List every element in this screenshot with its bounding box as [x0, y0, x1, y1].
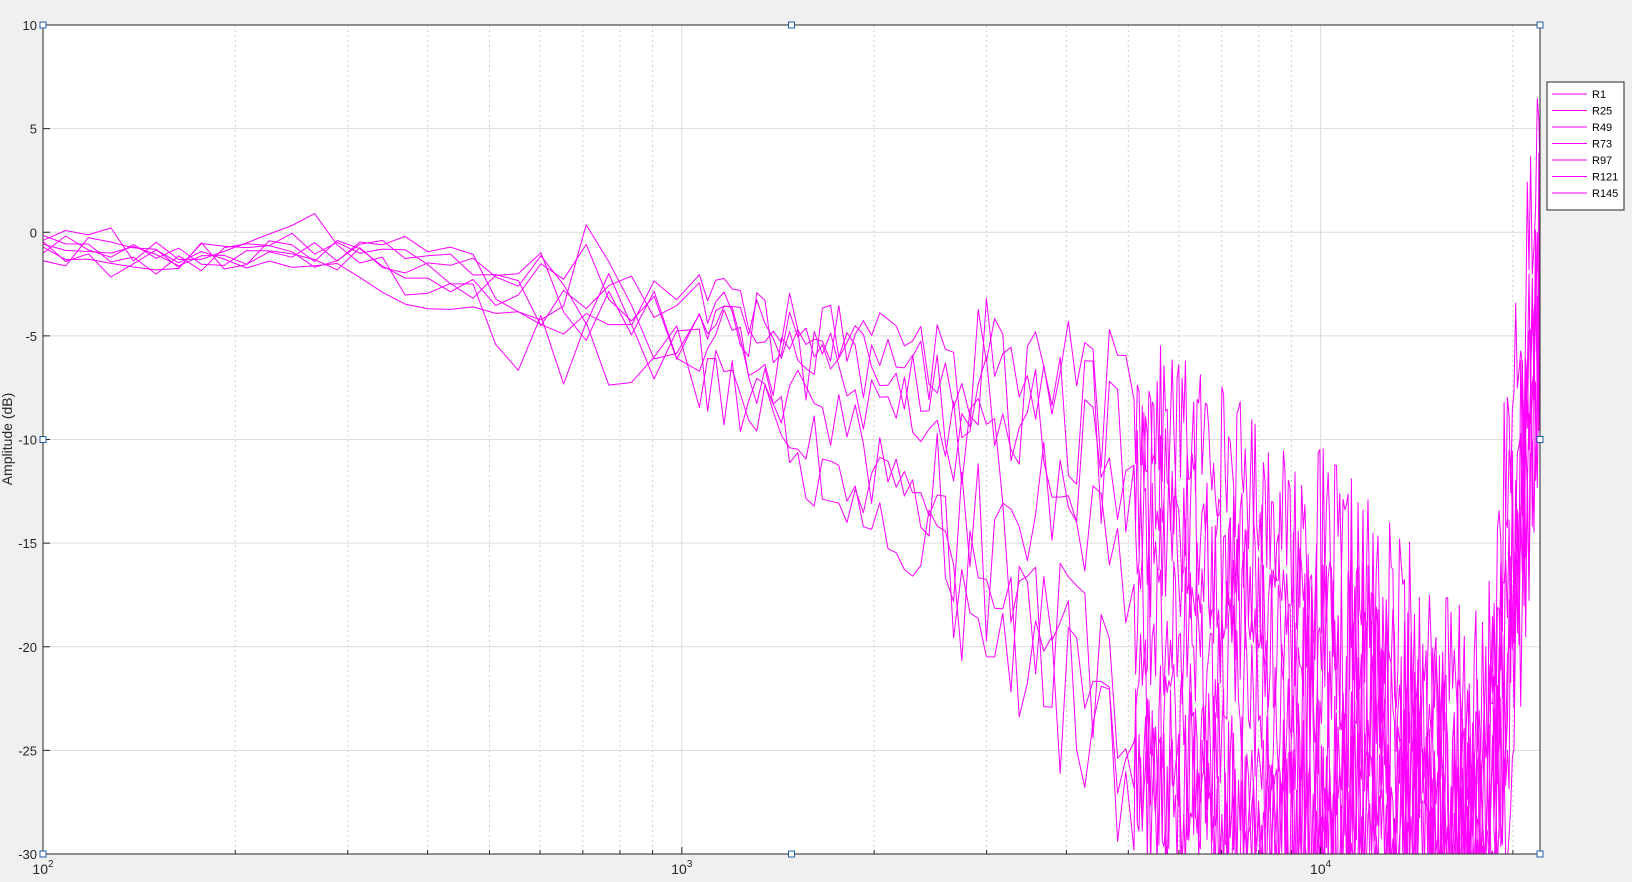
resize-handle[interactable] — [789, 22, 795, 28]
resize-handle[interactable] — [40, 22, 46, 28]
legend-entry-r121: R121 — [1592, 172, 1618, 184]
y-tick-label: -30 — [18, 847, 37, 862]
legend[interactable]: R1 R25 R49 R73 R97 R121 R145 — [1547, 82, 1624, 210]
y-tick-label: -5 — [25, 329, 37, 344]
resize-handle[interactable] — [1537, 851, 1543, 857]
legend-entry-r145: R145 — [1592, 188, 1618, 200]
resize-handle[interactable] — [40, 437, 46, 443]
y-tick-label: 0 — [30, 225, 37, 240]
legend-entry-r1: R1 — [1592, 89, 1606, 101]
y-tick-label: -15 — [18, 536, 37, 551]
legend-entry-r49: R49 — [1592, 122, 1612, 134]
legend-entry-r73: R73 — [1592, 139, 1612, 151]
y-axis-label: Amplitude (dB) — [0, 393, 15, 486]
y-tick-label: -25 — [18, 743, 37, 758]
resize-handle[interactable] — [1537, 22, 1543, 28]
y-tick-label: -10 — [18, 433, 37, 448]
y-tick-label: -20 — [18, 640, 37, 655]
resize-handle[interactable] — [789, 851, 795, 857]
resize-handle[interactable] — [40, 851, 46, 857]
legend-entry-r25: R25 — [1592, 106, 1612, 118]
legend-entry-r97: R97 — [1592, 155, 1612, 167]
y-tick-label: 10 — [23, 18, 37, 33]
y-tick-label: 5 — [30, 122, 37, 137]
resize-handle[interactable] — [1537, 437, 1543, 443]
